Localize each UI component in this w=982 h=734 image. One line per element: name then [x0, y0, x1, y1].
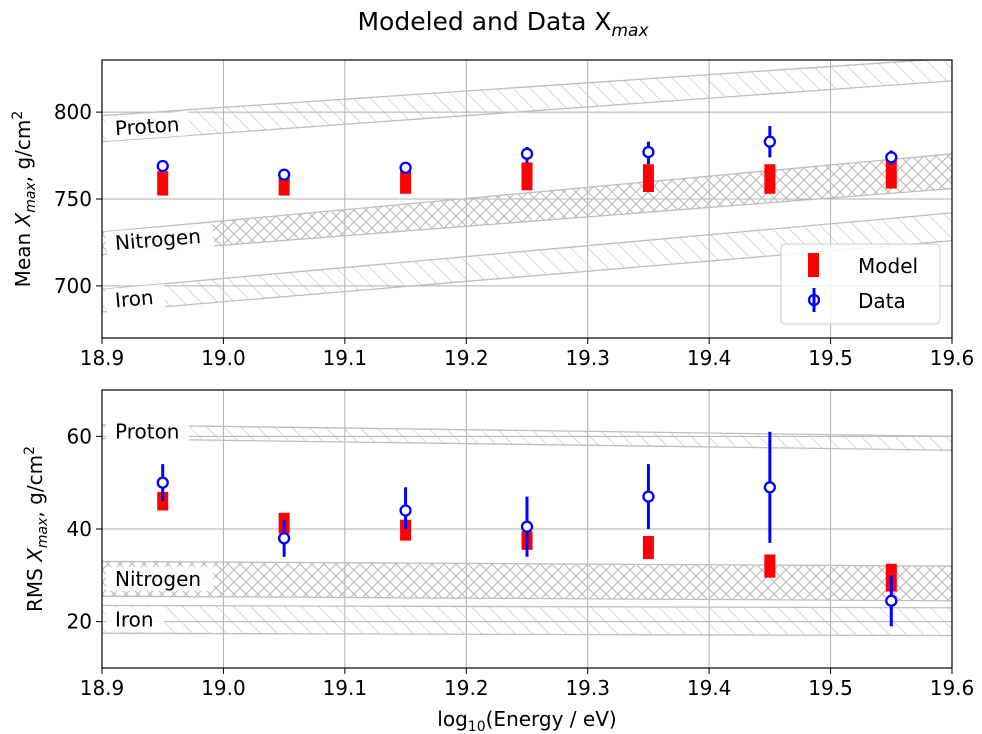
x-tick-label: 19.1 [323, 676, 368, 700]
x-tick-label: 19.4 [687, 346, 732, 370]
legend-frame [780, 243, 941, 325]
x-tick-label: 19.5 [808, 346, 853, 370]
x-tick-label: 19.4 [687, 676, 732, 700]
x-tick-label: 19.0 [201, 346, 246, 370]
band-label-text: Iron [115, 607, 154, 631]
legend-model-marker [808, 253, 819, 277]
band-label-iron: Iron [106, 607, 165, 632]
data-point [642, 490, 655, 503]
band-label-nitrogen: Nitrogen [106, 566, 214, 591]
model-bar [642, 164, 654, 193]
bands-bottom [102, 424, 952, 637]
band-label-text: Proton [114, 112, 180, 140]
band-nitrogen [102, 153, 952, 256]
data-point [520, 147, 534, 160]
x-tick-label: 18.9 [80, 676, 125, 700]
data-point [399, 161, 412, 174]
y-axis-label-top: Mean Xmax, g/cm2 [10, 111, 39, 288]
legend-model-label: Model [858, 254, 918, 278]
x-tick-label: 19.2 [444, 676, 489, 700]
model-bar [400, 519, 412, 541]
model-bar [278, 172, 290, 196]
data-point [885, 151, 898, 164]
x-axis-label: log10(Energy / eV) [437, 707, 616, 734]
x-ticks-bottom: 18.9 19.0 19.1 19.2 19.3 19.4 19.5 19.6 [80, 668, 975, 700]
model-bar [521, 162, 533, 191]
model-bar [764, 554, 776, 578]
band-label-bg [106, 419, 190, 444]
x-tick-label: 19.5 [808, 676, 853, 700]
band-proton [102, 424, 952, 451]
band-label-text: Nitrogen [115, 567, 201, 591]
y-tick-label: 700 [54, 274, 92, 298]
band-nitrogen [102, 560, 952, 602]
data-point [156, 476, 169, 489]
figure-title: Modeled and Data Xmax [357, 7, 649, 41]
legend: Model Data [780, 243, 941, 325]
band-label-bg [106, 566, 214, 591]
model-bar [885, 159, 897, 189]
model-bar [400, 169, 412, 194]
model-series-top [157, 159, 897, 196]
band-label-bg [105, 222, 215, 256]
band-label-nitrogen: Nitrogen [105, 222, 215, 256]
x-tick-label: 18.9 [80, 346, 125, 370]
band-label-text: Proton [115, 420, 179, 444]
y-ticks-bottom: 20 40 60 [67, 424, 102, 634]
band-label-proton: Proton [105, 111, 190, 142]
band-label-text: Nitrogen [114, 224, 202, 255]
y-tick-label: 20 [67, 610, 92, 634]
band-labels-top: Proton Nitrogen Iron [104, 111, 215, 314]
band-proton [102, 60, 952, 143]
y-tick-label: 800 [54, 100, 92, 124]
band-iron [102, 604, 952, 637]
data-series-bottom [156, 431, 898, 627]
legend-data-marker [807, 293, 821, 307]
band-iron [102, 212, 952, 313]
y-ticks-top: 700 750 800 [54, 100, 102, 298]
band-label-bg [105, 111, 190, 142]
x-tick-label: 19.6 [930, 676, 975, 700]
band-label-proton: Proton [106, 419, 190, 444]
x-ticks-top: 18.9 19.0 19.1 19.2 19.3 19.4 19.5 19.6 [80, 338, 975, 370]
x-tick-label: 19.3 [565, 346, 610, 370]
y-tick-label: 60 [67, 424, 92, 448]
x-tick-label: 19.2 [444, 346, 489, 370]
data-point [642, 145, 655, 159]
x-tick-label: 19.0 [201, 676, 246, 700]
bands-top [102, 60, 952, 313]
x-tick-label: 19.6 [930, 346, 975, 370]
data-point [763, 481, 777, 494]
band-labels-bottom: Proton Nitrogen Iron [106, 419, 214, 632]
band-label-text: Iron [114, 285, 155, 312]
y-tick-label: 40 [67, 517, 92, 541]
data-point [520, 520, 534, 533]
band-label-bg [104, 284, 166, 314]
data-point [277, 532, 291, 545]
y-tick-label: 750 [54, 187, 92, 211]
band-label-bg [106, 607, 165, 632]
model-bar [157, 171, 169, 196]
x-tick-label: 19.1 [323, 346, 368, 370]
data-point [399, 504, 412, 517]
data-point [885, 594, 898, 607]
data-point [277, 168, 291, 181]
data-series-top [156, 126, 898, 181]
model-bar [642, 535, 654, 560]
band-label-iron: Iron [104, 284, 166, 314]
model-bar [764, 164, 776, 194]
data-point [156, 159, 169, 173]
data-point [763, 135, 777, 148]
x-tick-label: 19.3 [565, 676, 610, 700]
y-axis-label-bottom: RMS Xmax, g/cm2 [22, 446, 51, 612]
legend-data-label: Data [858, 289, 906, 313]
